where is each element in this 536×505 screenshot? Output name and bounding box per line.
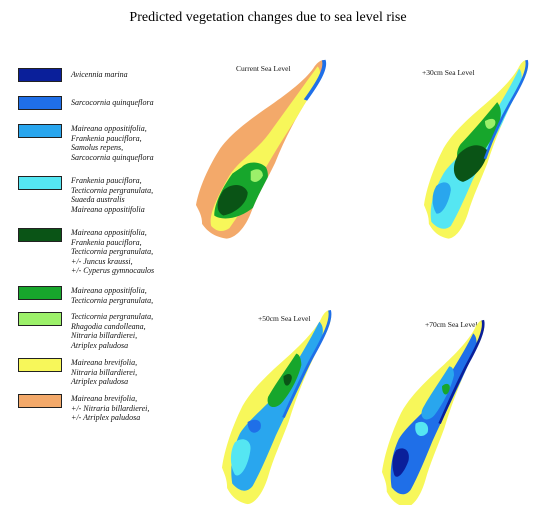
map-current bbox=[196, 59, 327, 239]
map-title: Predicted vegetation changes due to sea … bbox=[129, 10, 407, 25]
legend-swatch-0 bbox=[18, 68, 62, 82]
legend-swatch-4 bbox=[18, 228, 62, 242]
legend-swatch-6 bbox=[18, 312, 62, 326]
legend-swatch-3 bbox=[18, 176, 62, 190]
panel-label-70cm: +70cm Sea Level bbox=[425, 320, 478, 329]
legend-swatch-5 bbox=[18, 286, 62, 300]
legend-label-5: Maireana oppositifolia, Tecticornia perg… bbox=[71, 286, 154, 305]
panel-label-50cm: +50cm Sea Level bbox=[258, 314, 311, 323]
legend-label-6: Tecticornia pergranulata, Rhagodia cando… bbox=[71, 312, 154, 350]
legend-label-8: Maireana brevifolia, +/- Nitraria billar… bbox=[71, 394, 150, 423]
legend-label-2: Maireana oppositifolia, Frankenia paucif… bbox=[71, 124, 154, 162]
legend-label-0: Avicennia marina bbox=[71, 70, 128, 79]
legend-label-1: Sarcocornia quinqueflora bbox=[71, 98, 154, 107]
legend-label-3: Frankenia pauciflora, Tecticornia pergra… bbox=[71, 176, 154, 214]
legend-swatch-1 bbox=[18, 96, 62, 110]
legend-label-4: Maireana oppositifolia, Frankenia paucif… bbox=[71, 228, 155, 276]
panel-label-30cm: +30cm Sea Level bbox=[422, 68, 475, 77]
map-30cm bbox=[424, 59, 529, 239]
legend-swatch-7 bbox=[18, 358, 62, 372]
legend-swatch-2 bbox=[18, 124, 62, 138]
legend-swatch-8 bbox=[18, 394, 62, 408]
legend-label-7: Maireana brevifolia, Nitraria billardier… bbox=[71, 358, 138, 387]
panel-label-current: Current Sea Level bbox=[236, 64, 291, 73]
map-50cm bbox=[222, 309, 332, 505]
map-70cm bbox=[382, 319, 485, 505]
legend: Avicennia marina Sarcocornia quinqueflor… bbox=[0, 0, 220, 505]
